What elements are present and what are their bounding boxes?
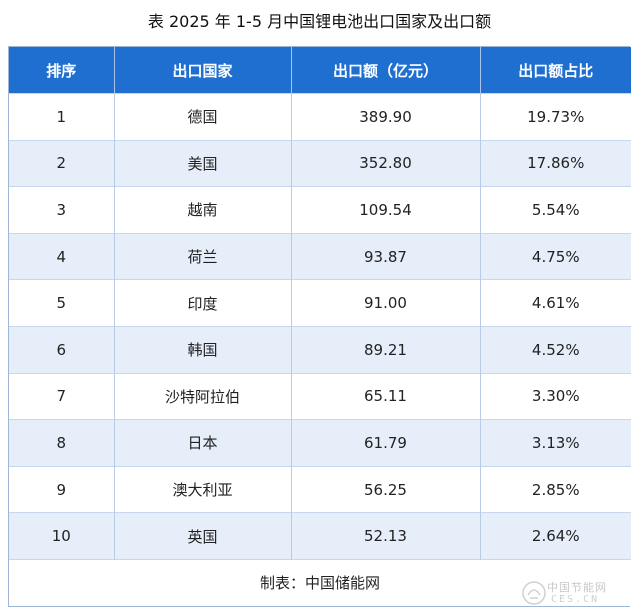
cell-country: 印度 [114,279,292,327]
table-row: 7 沙特阿拉伯 65.11 3.30% [9,372,631,420]
cell-share: 2.64% [480,512,631,560]
header-share: 出口额占比 [480,47,631,94]
cell-share: 19.73% [480,93,631,141]
cell-rank: 7 [9,372,115,420]
watermark-emblem-icon [522,581,546,605]
table-footer-row: 制表：中国储能网 [9,558,631,606]
cell-rank: 5 [9,279,115,327]
cell-amount: 91.00 [291,279,481,327]
cell-rank: 2 [9,139,115,187]
cell-country: 荷兰 [114,232,292,280]
table-source-note: 制表：中国储能网 [9,558,631,606]
table-row: 6 韩国 89.21 4.52% [9,325,631,374]
cell-share: 4.75% [480,232,631,280]
watermark-domain: CES.CN [551,594,600,605]
watermark-logo: 中国节能网 CES.CN [521,579,633,607]
table-row: 1 德国 389.90 19.73% [9,93,631,141]
header-amount: 出口额（亿元） [291,47,481,94]
table-title: 表 2025 年 1-5 月中国锂电池出口国家及出口额 [147,12,492,31]
cell-rank: 8 [9,419,115,467]
cell-amount: 109.54 [291,186,481,234]
cell-amount: 352.80 [291,139,481,187]
watermark-text: 中国节能网 [547,581,607,594]
cell-amount: 56.25 [291,465,481,513]
cell-rank: 9 [9,465,115,513]
cell-rank: 4 [9,232,115,280]
cell-amount: 65.11 [291,372,481,420]
table-row: 5 印度 91.00 4.61% [9,279,631,327]
cell-share: 17.86% [480,139,631,187]
cell-country: 英国 [114,512,292,560]
cell-share: 5.54% [480,186,631,234]
cell-country: 美国 [114,139,292,187]
cell-share: 2.85% [480,465,631,513]
cell-amount: 389.90 [291,93,481,141]
table-row: 4 荷兰 93.87 4.75% [9,232,631,280]
table-row: 8 日本 61.79 3.13% [9,419,631,467]
cell-share: 4.61% [480,279,631,327]
cell-country: 德国 [114,93,292,141]
cell-country: 越南 [114,186,292,234]
cell-share: 4.52% [480,325,631,374]
cell-amount: 61.79 [291,419,481,467]
table-row: 3 越南 109.54 5.54% [9,186,631,234]
table-row: 2 美国 352.80 17.86% [9,139,631,187]
export-table: 排序 出口国家 出口额（亿元） 出口额占比 1 德国 389.90 19.73%… [8,46,631,607]
cell-rank: 6 [9,325,115,374]
cell-amount: 93.87 [291,232,481,280]
cell-amount: 52.13 [291,512,481,560]
cell-amount: 89.21 [291,325,481,374]
table-header-row: 排序 出口国家 出口额（亿元） 出口额占比 [9,47,631,94]
cell-rank: 1 [9,93,115,141]
cell-rank: 3 [9,186,115,234]
cell-country: 沙特阿拉伯 [114,372,292,420]
cell-country: 日本 [114,419,292,467]
table-row: 10 英国 52.13 2.64% [9,512,631,560]
cell-rank: 10 [9,512,115,560]
table-row: 9 澳大利亚 56.25 2.85% [9,465,631,513]
cell-country: 韩国 [114,325,292,374]
cell-share: 3.30% [480,372,631,420]
cell-share: 3.13% [480,419,631,467]
cell-country: 澳大利亚 [114,465,292,513]
header-rank: 排序 [9,47,115,94]
header-country: 出口国家 [114,47,292,94]
